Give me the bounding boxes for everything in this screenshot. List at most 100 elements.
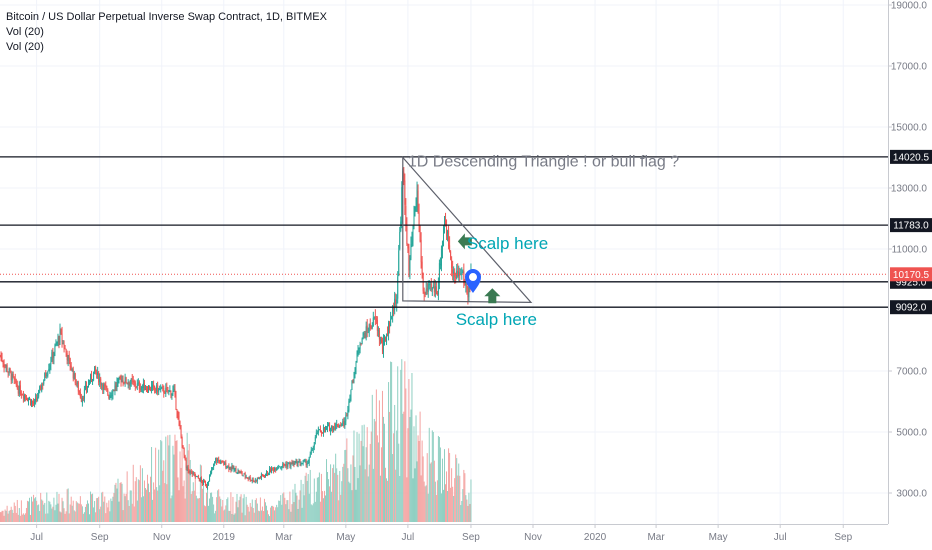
candle — [218, 459, 220, 461]
candle — [416, 189, 418, 208]
candle — [468, 282, 470, 298]
volume-bar — [328, 479, 330, 522]
candle — [390, 319, 392, 326]
descending-triangle[interactable] — [402, 155, 533, 303]
volume-bar — [171, 495, 173, 522]
level-price-tag[interactable]: 14020.5 — [890, 149, 932, 164]
candle — [237, 470, 239, 474]
volume-bar — [214, 513, 216, 522]
volume-bar — [54, 510, 56, 522]
candle — [240, 471, 242, 473]
scalp-annotation[interactable]: Scalp here — [467, 234, 548, 253]
candle — [327, 426, 329, 429]
candle — [397, 276, 399, 299]
volume-bar — [430, 462, 432, 522]
candle — [432, 285, 434, 289]
volume-bar — [111, 501, 113, 522]
candle — [58, 338, 60, 342]
volume-indicator-label[interactable]: Vol (20) — [6, 41, 44, 53]
volume-bar — [6, 505, 8, 522]
volume-bar — [35, 497, 37, 522]
candle — [278, 466, 280, 469]
candle — [310, 449, 312, 454]
symbol-title[interactable]: Bitcoin / US Dollar Perpetual Inverse Sw… — [6, 11, 327, 23]
level-price-tag[interactable]: 11783.0 — [890, 218, 932, 233]
time-tick-label: Sep — [834, 532, 852, 543]
volume-bar — [322, 498, 324, 522]
candle — [173, 388, 175, 391]
volume-bar — [256, 503, 258, 522]
volume-bar — [145, 489, 147, 522]
candle — [69, 358, 71, 367]
volume-bar — [175, 441, 177, 522]
candle — [172, 390, 174, 394]
time-axis[interactable] — [0, 524, 888, 550]
volume-bar — [183, 480, 185, 522]
scalp-annotation[interactable]: Scalp here — [456, 310, 537, 329]
volume-bar — [15, 512, 17, 522]
volume-bar — [243, 494, 245, 522]
volume-bar — [302, 483, 304, 522]
candle — [336, 424, 338, 426]
candle — [309, 454, 311, 458]
time-tick-label: 2020 — [584, 532, 607, 543]
volume-bar — [32, 501, 34, 522]
volume-bar — [329, 486, 331, 522]
candle — [406, 224, 408, 244]
volume-bar — [120, 482, 122, 522]
candle — [347, 409, 349, 416]
volume-bar — [83, 512, 85, 522]
drawings[interactable]: 1D Descending Triangle ! or bull flag ? S… — [402, 154, 679, 330]
volume-bar — [341, 481, 343, 522]
candle — [288, 463, 290, 465]
volume-bar — [369, 443, 371, 522]
candle — [352, 379, 354, 383]
volume-bar — [267, 510, 269, 522]
candle — [391, 316, 393, 320]
volume-bar — [135, 477, 137, 522]
candle — [115, 385, 117, 387]
candle — [203, 480, 205, 483]
candle — [430, 283, 432, 289]
price-tick-label: 7000.0 — [896, 367, 927, 378]
volume-bar — [126, 471, 128, 522]
candle — [312, 447, 314, 450]
candle — [0, 355, 1, 357]
volume-bar — [103, 501, 105, 522]
candle — [334, 427, 336, 430]
volume-bar — [163, 460, 165, 522]
candle — [322, 427, 324, 433]
volume-bar — [380, 447, 382, 522]
volume-bar — [347, 468, 349, 522]
volume-bar — [114, 484, 116, 522]
volume-bar — [419, 411, 421, 522]
volume-bar — [309, 469, 311, 522]
volume-bar — [259, 497, 261, 522]
arrow-up-icon[interactable] — [484, 288, 501, 304]
candle — [204, 483, 206, 486]
arrow-left-icon[interactable] — [457, 233, 472, 250]
volume-bar — [368, 464, 370, 522]
candle — [66, 353, 68, 360]
candle — [287, 464, 289, 467]
candle — [332, 425, 334, 431]
map-pin-icon[interactable] — [464, 269, 481, 294]
last-price-tag[interactable]: 10170.5 — [890, 267, 932, 282]
volume-bar — [421, 440, 423, 522]
volume-bar — [297, 508, 299, 522]
candle — [374, 316, 376, 319]
level-price-tag[interactable]: 9092.0 — [890, 300, 932, 315]
volume-bar — [105, 513, 107, 522]
volume-bar — [14, 505, 16, 522]
candle — [168, 390, 170, 393]
horizontal-levels[interactable] — [0, 156, 888, 308]
volume-bar — [351, 490, 353, 522]
candle — [377, 330, 379, 332]
candle — [116, 382, 118, 388]
volume-bar — [275, 507, 277, 522]
volume-indicator-label[interactable]: Vol (20) — [6, 26, 44, 38]
triangle-annotation[interactable]: 1D Descending Triangle ! or bull flag ? — [408, 154, 679, 171]
candle — [346, 415, 348, 417]
volume-bar — [336, 468, 338, 522]
